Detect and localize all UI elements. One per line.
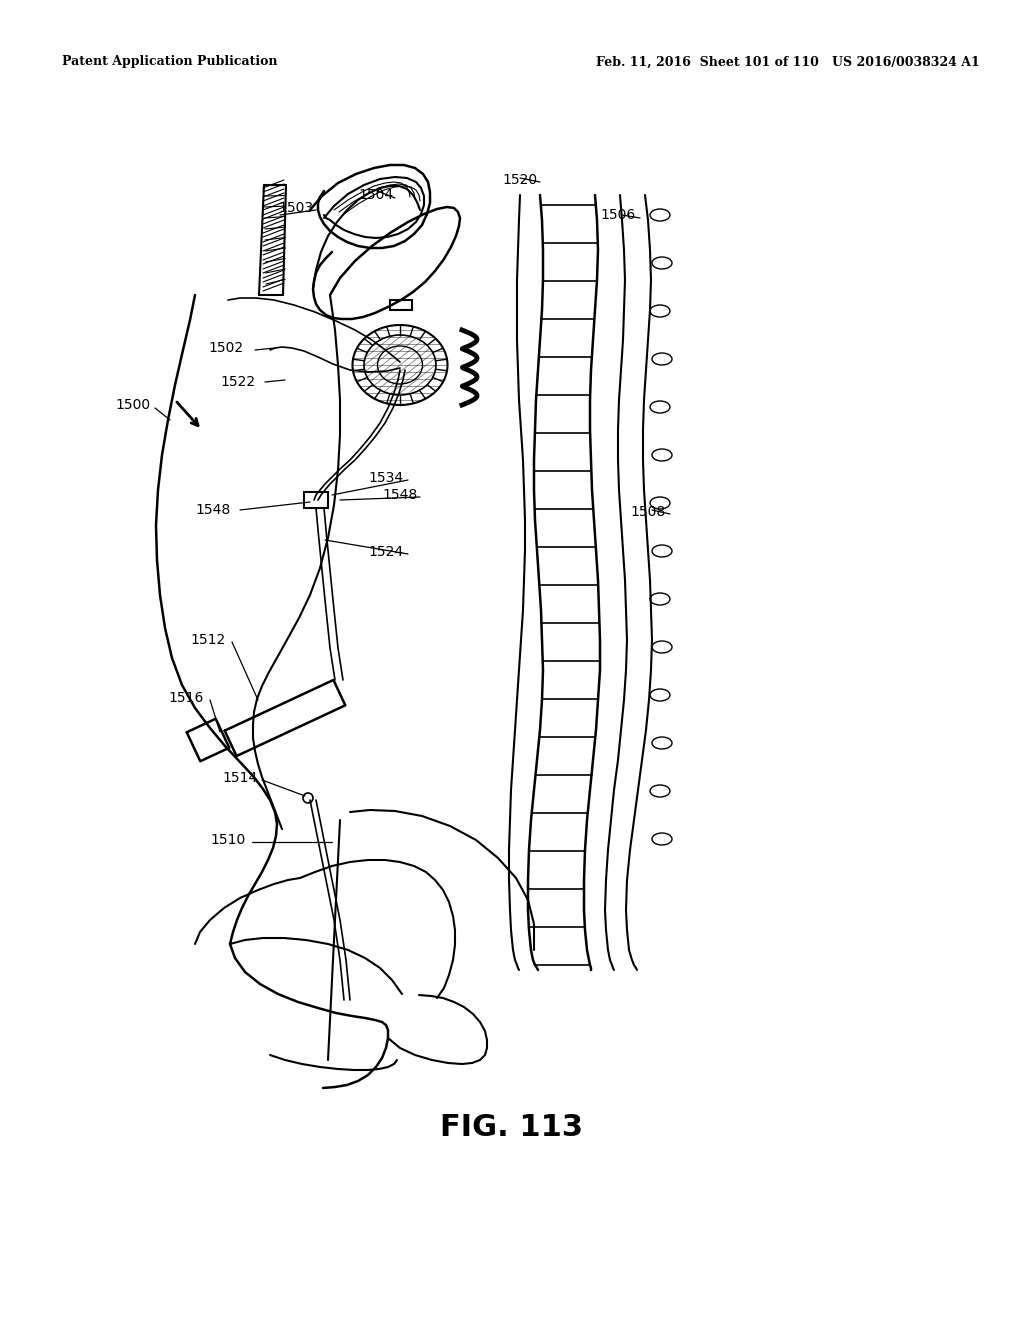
Text: 1548: 1548 (382, 488, 417, 502)
Bar (304, 492, 328, 508)
Text: 1510: 1510 (210, 833, 246, 847)
Text: 1548: 1548 (195, 503, 230, 517)
Text: 1520: 1520 (502, 173, 538, 187)
Text: 1524: 1524 (368, 545, 403, 558)
Text: 1500: 1500 (115, 399, 151, 412)
FancyBboxPatch shape (390, 300, 412, 310)
Text: 1506: 1506 (600, 209, 635, 222)
Text: 1512: 1512 (190, 634, 225, 647)
Text: 1503: 1503 (278, 201, 313, 215)
Text: 1522: 1522 (220, 375, 255, 389)
Text: Patent Application Publication: Patent Application Publication (62, 55, 278, 69)
Text: 1534: 1534 (368, 471, 403, 484)
Text: 1508: 1508 (630, 506, 666, 519)
Text: Feb. 11, 2016  Sheet 101 of 110   US 2016/0038324 A1: Feb. 11, 2016 Sheet 101 of 110 US 2016/0… (596, 55, 980, 69)
Text: 1514: 1514 (222, 771, 257, 785)
Text: 1502: 1502 (208, 341, 243, 355)
Text: 1516: 1516 (168, 690, 204, 705)
Text: 1504: 1504 (358, 187, 393, 202)
Text: FIG. 113: FIG. 113 (440, 1114, 584, 1143)
